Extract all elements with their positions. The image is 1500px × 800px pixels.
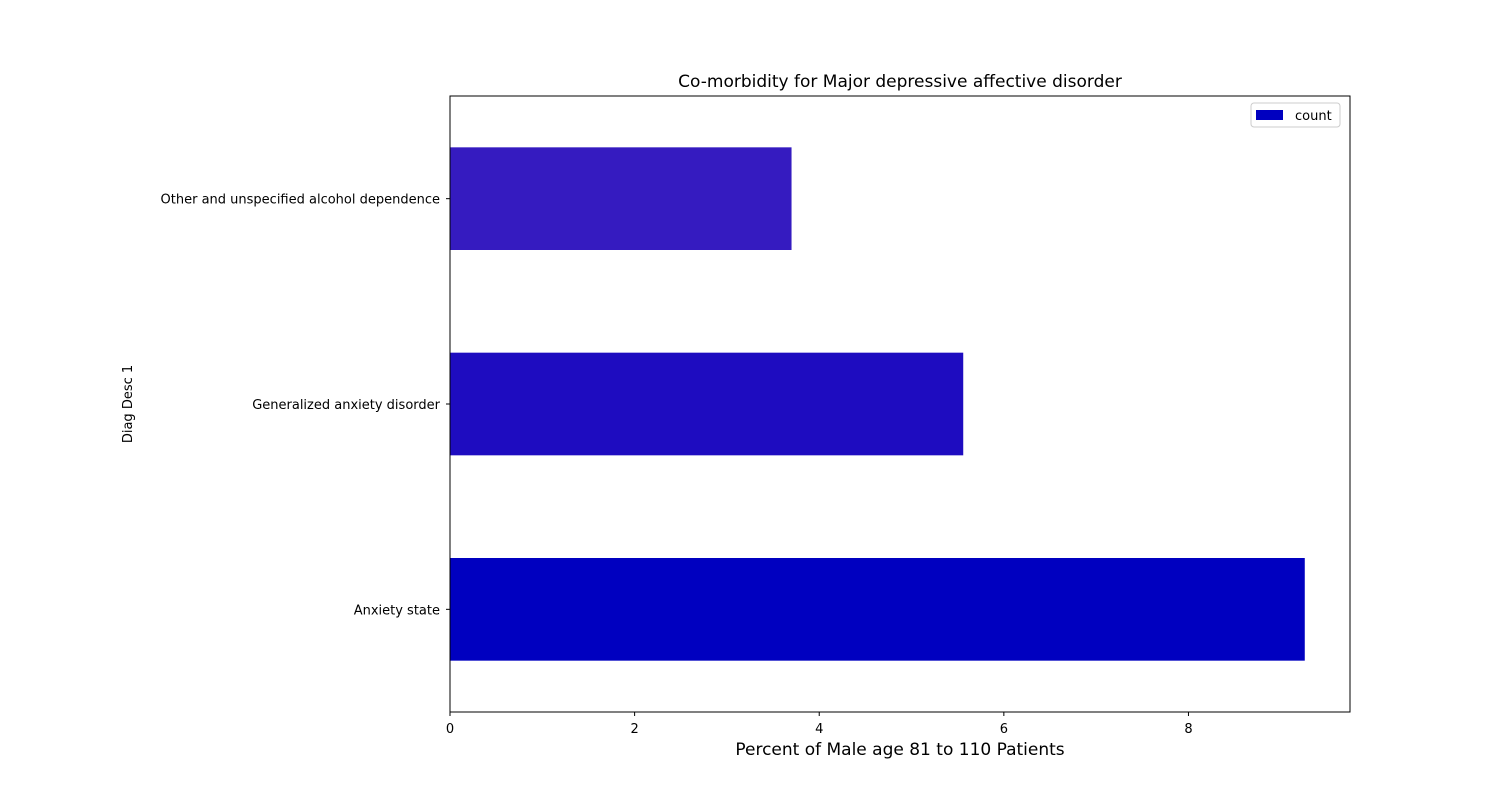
legend: count <box>1250 102 1341 128</box>
legend-box <box>1250 102 1341 128</box>
y-tick-label: Anxiety state <box>354 603 440 618</box>
y-axis-label: Diag Desc 1 <box>121 365 136 443</box>
bar-0 <box>450 558 1305 661</box>
x-tick-label: 2 <box>630 722 638 737</box>
x-tick-label: 6 <box>1000 722 1008 737</box>
x-tick-label: 4 <box>815 722 823 737</box>
bar-2 <box>450 147 792 250</box>
y-tick-label: Other and unspecified alcohol dependence <box>161 193 440 208</box>
x-axis-label: Percent of Male age 81 to 110 Patients <box>735 740 1064 760</box>
legend-swatch <box>1256 110 1283 120</box>
x-tick-label: 8 <box>1184 722 1192 737</box>
y-axis-ticks: Anxiety state Generalized anxiety disorde… <box>161 193 450 618</box>
bars-group <box>450 147 1305 661</box>
legend-label: count <box>1295 109 1332 124</box>
y-tick-label: Generalized anxiety disorder <box>252 398 440 413</box>
x-tick-label: 0 <box>446 722 454 737</box>
bar-1 <box>450 352 964 456</box>
chart-title: Co-morbidity for Major depressive affect… <box>678 72 1122 92</box>
x-axis-ticks: 0 2 4 6 8 <box>446 712 1193 737</box>
